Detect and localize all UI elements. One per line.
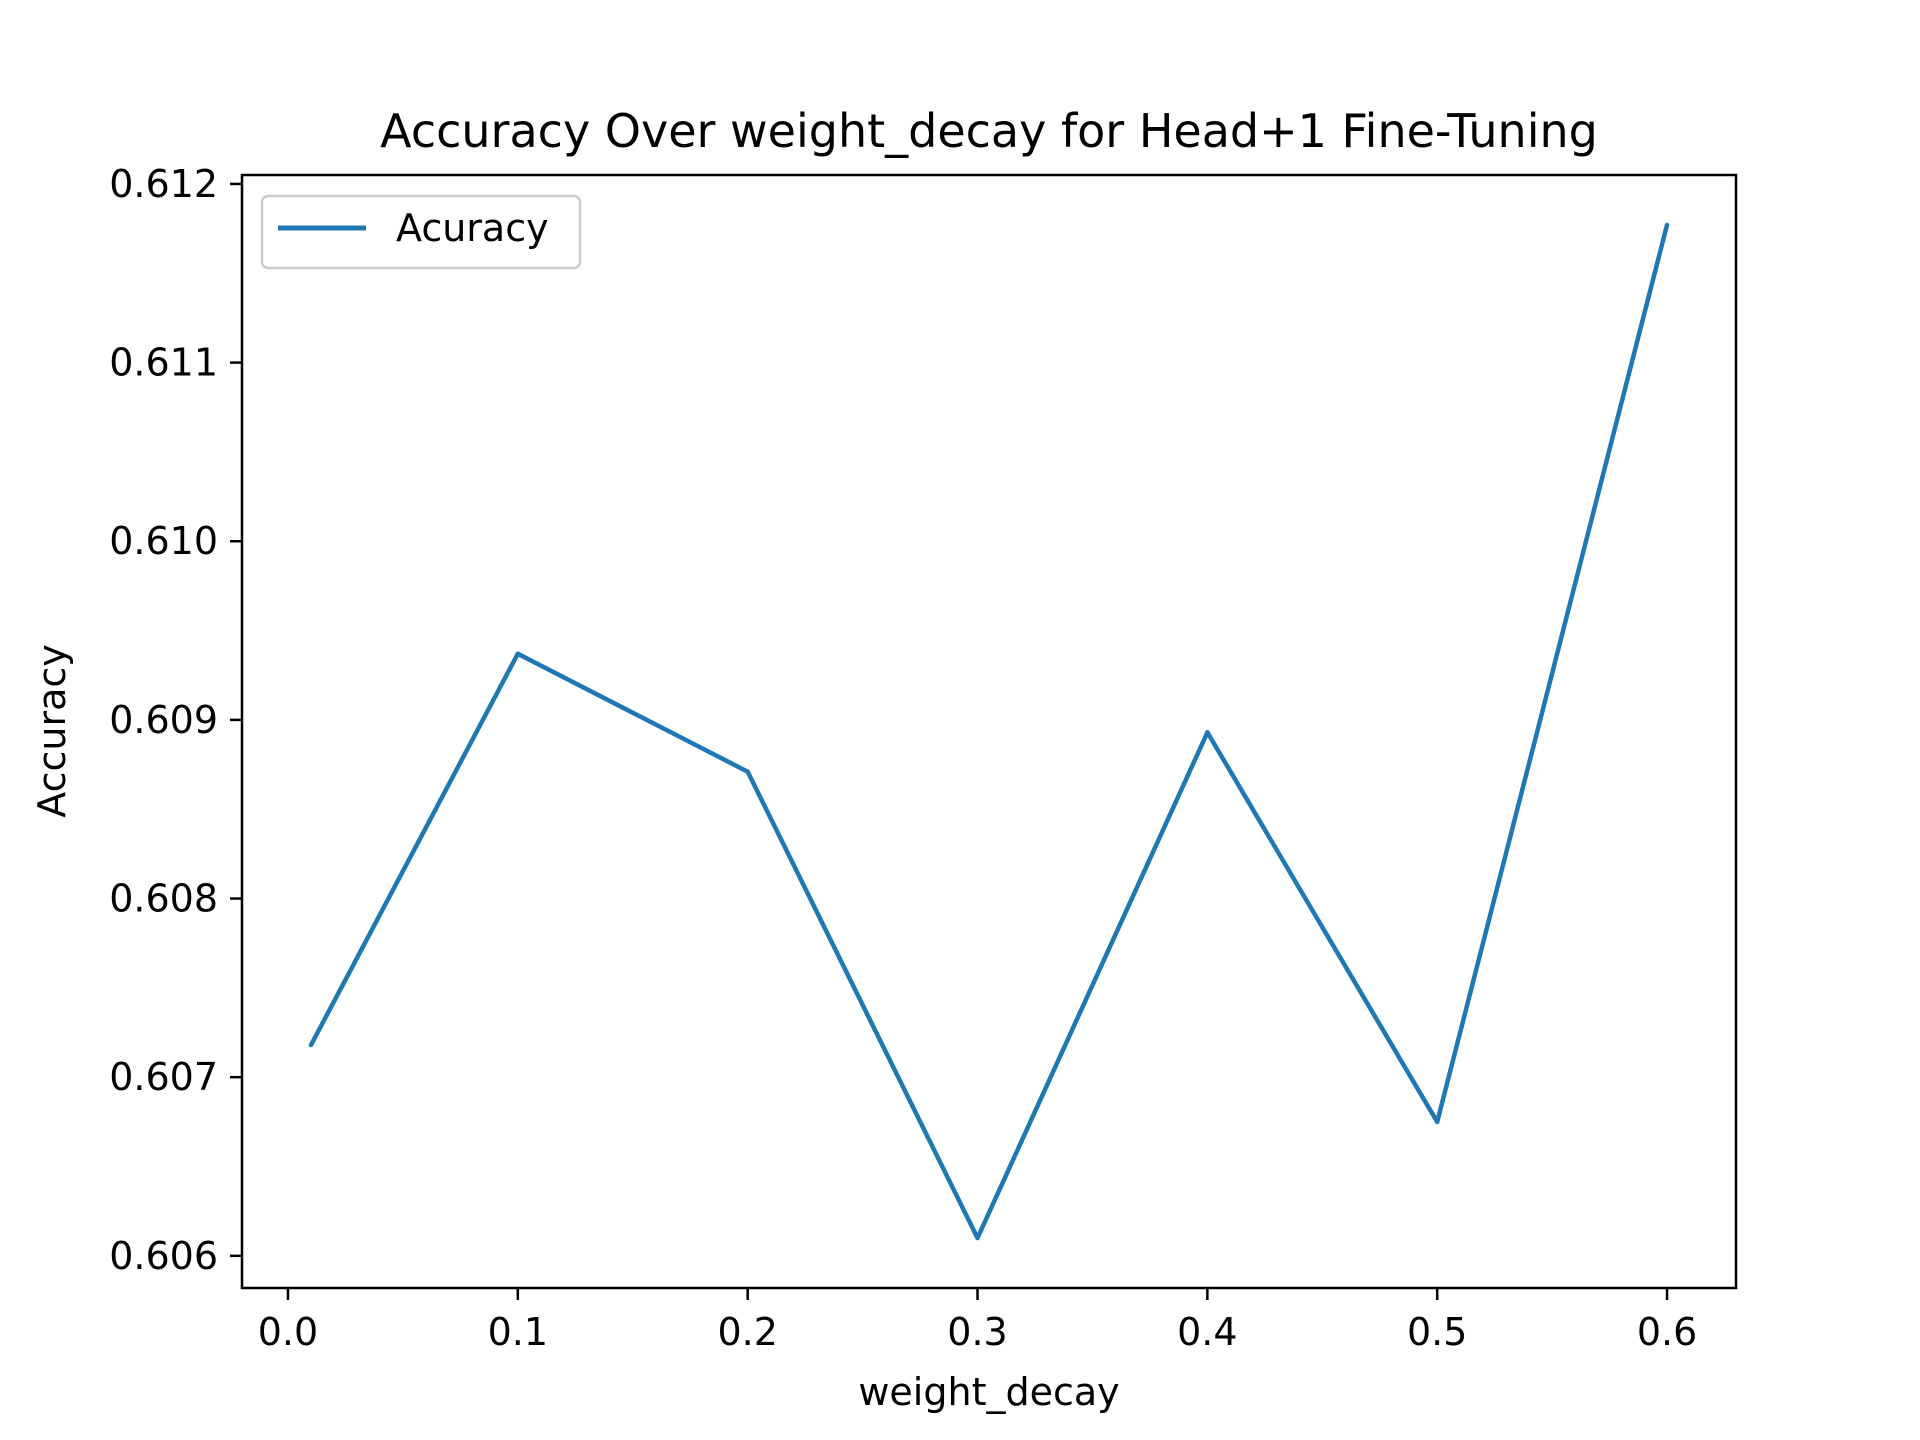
x-axis-label: weight_decay bbox=[858, 1370, 1119, 1414]
x-tick-label: 0.4 bbox=[1177, 1310, 1237, 1354]
data-point bbox=[1434, 1119, 1440, 1125]
y-tick-label: 0.612 bbox=[109, 162, 218, 206]
y-tick-label: 0.610 bbox=[109, 519, 218, 563]
series-layer bbox=[308, 222, 1670, 1241]
data-point bbox=[308, 1042, 314, 1048]
x-tick-label: 0.6 bbox=[1637, 1310, 1697, 1354]
y-tick-label: 0.606 bbox=[109, 1234, 218, 1278]
y-tick-label: 0.608 bbox=[109, 877, 218, 921]
plot-area bbox=[240, 173, 1738, 1290]
data-point bbox=[975, 1235, 980, 1241]
y-tick-label: 0.609 bbox=[109, 698, 218, 742]
legend-label: Acuracy bbox=[396, 206, 549, 250]
chart-title: Accuracy Over weight_decay for Head+1 Fi… bbox=[380, 104, 1598, 158]
legend: Acuracy bbox=[260, 194, 582, 270]
y-tick-label: 0.611 bbox=[109, 341, 218, 385]
legend-box bbox=[260, 194, 582, 270]
x-tick-label: 0.2 bbox=[717, 1310, 777, 1354]
x-tick-label: 0.5 bbox=[1407, 1310, 1467, 1354]
data-point bbox=[745, 769, 750, 774]
x-tick-label: 0.3 bbox=[947, 1310, 1007, 1354]
data-point bbox=[515, 651, 521, 657]
x-tick-label: 0.1 bbox=[488, 1310, 548, 1354]
x-tick-label: 0.0 bbox=[258, 1310, 318, 1354]
y-axis: 0.606 0.607 0.608 0.609 0.610 0.611 0.612 bbox=[109, 162, 242, 1278]
data-point bbox=[1664, 222, 1670, 228]
data-point bbox=[1205, 730, 1210, 735]
y-tick-label: 0.607 bbox=[109, 1055, 218, 1099]
x-axis: 0.0 0.1 0.2 0.3 0.4 0.5 0.6 bbox=[258, 1288, 1697, 1354]
y-axis-label: Accuracy bbox=[30, 644, 74, 818]
